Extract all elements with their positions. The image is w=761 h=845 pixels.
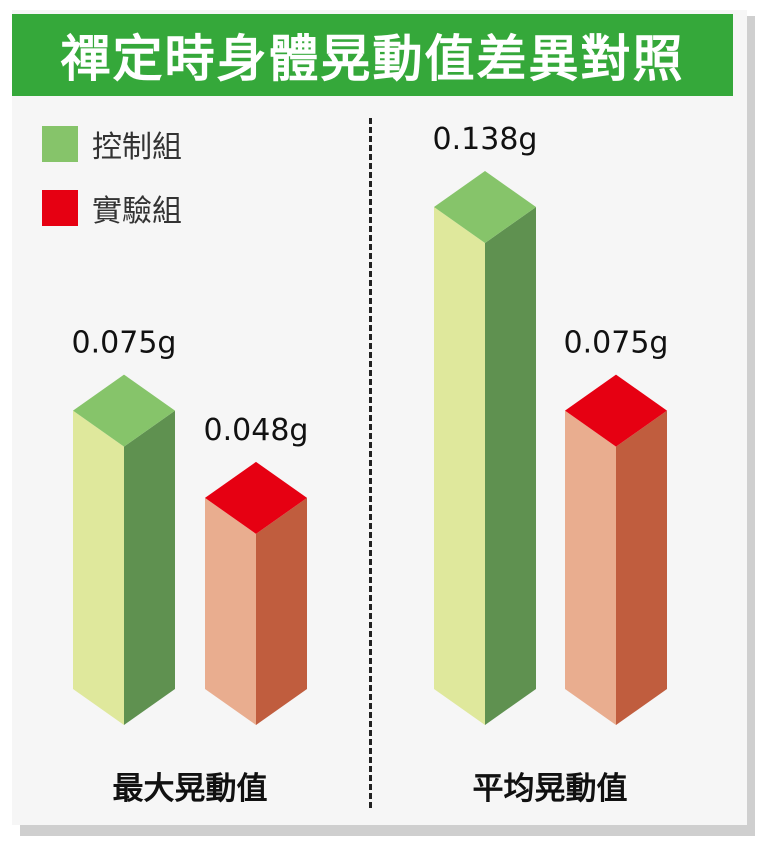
chart-title: 禪定時身體晃動值差異對照: [60, 30, 685, 88]
value-label-control-max: 0.075g: [72, 326, 177, 361]
legend-swatch-experimental: [42, 190, 78, 226]
category-label-avg: 平均晃動值: [472, 771, 628, 807]
legend-experimental: 實驗組: [42, 186, 182, 230]
bar-left-face-control-max: [73, 410, 124, 725]
bar-right-face-control-avg: [485, 207, 536, 725]
bar-top-face-experimental-max: [205, 461, 307, 534]
bar-right-face-experimental-avg: [616, 410, 667, 725]
bar-left-face-control-avg: [434, 207, 485, 725]
title-bar: 禪定時身體晃動值差異對照: [12, 14, 733, 96]
legend-label-experimental: 實驗組: [92, 194, 182, 229]
legend-label-control: 控制組: [92, 130, 182, 165]
bar-left-face-experimental-avg: [565, 410, 616, 725]
bar-top-face-control-max: [73, 374, 175, 447]
value-label-experimental-max: 0.048g: [204, 413, 309, 448]
value-label-control-avg: 0.138g: [433, 122, 538, 157]
bar-right-face-experimental-max: [256, 497, 307, 725]
legend-control: 控制組: [42, 122, 182, 166]
value-label-experimental-avg: 0.075g: [564, 326, 669, 361]
category-label-max: 最大晃動值: [112, 771, 268, 807]
bar-right-face-control-max: [124, 410, 175, 725]
legend-swatch-control: [42, 126, 78, 162]
bar-top-face-control-avg: [434, 171, 536, 243]
bar-left-face-experimental-max: [205, 497, 256, 725]
group-divider: [369, 118, 372, 808]
bar-top-face-experimental-avg: [565, 374, 667, 447]
